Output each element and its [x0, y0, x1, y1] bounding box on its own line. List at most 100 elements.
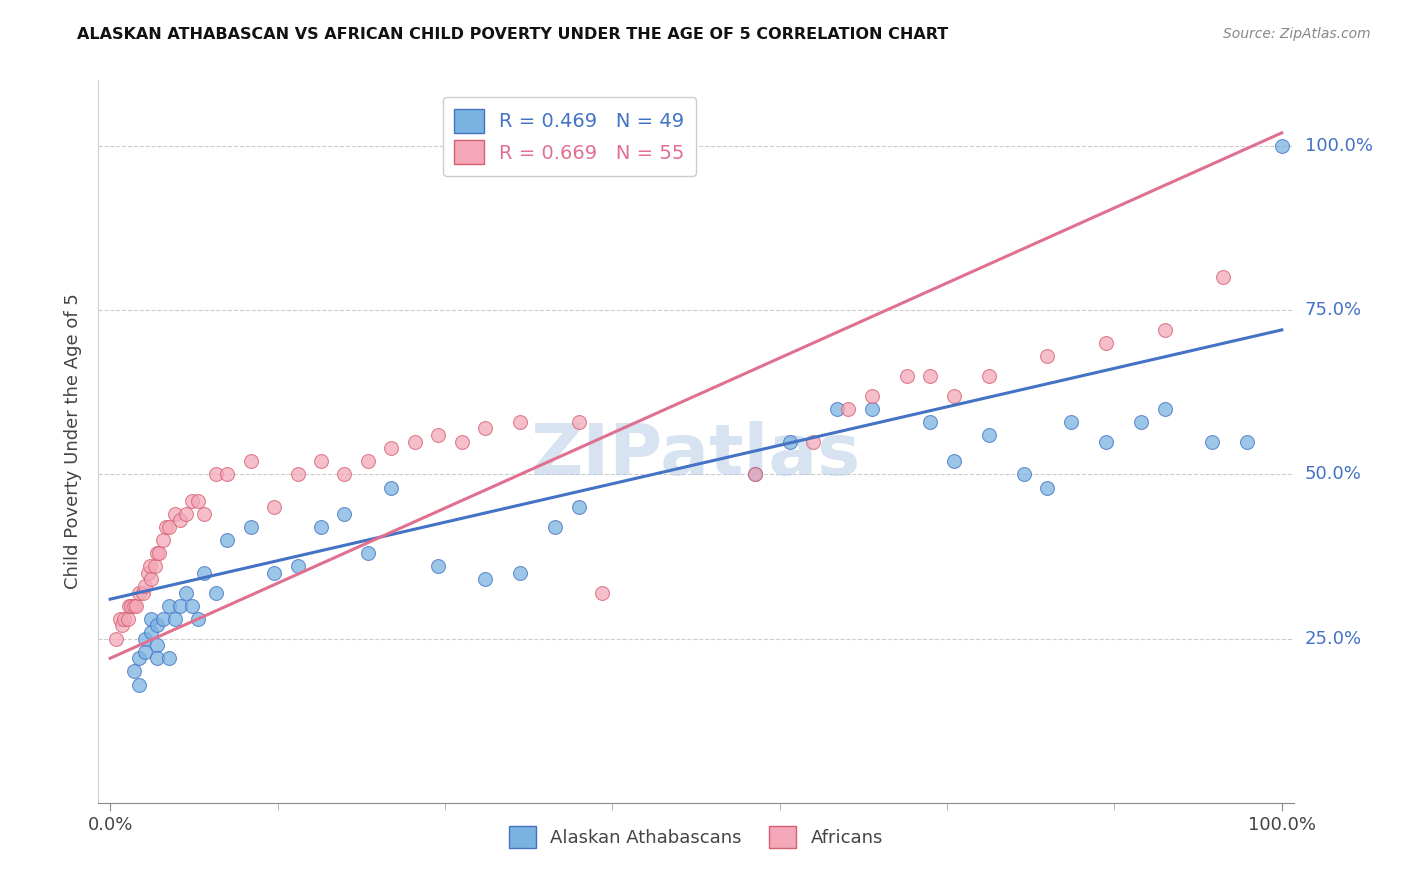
Point [920, 368, 942, 383]
Point [141, 625, 163, 640]
Point [187, 493, 209, 508]
Point [1153, 323, 1175, 337]
Point [136, 566, 159, 580]
Point [112, 612, 135, 626]
Point [181, 599, 204, 613]
Point [509, 415, 531, 429]
Point [174, 585, 197, 599]
Point [1130, 415, 1153, 429]
Point [544, 520, 567, 534]
Point [263, 500, 285, 515]
Point [1212, 270, 1234, 285]
Point [287, 559, 309, 574]
Point [1201, 434, 1223, 449]
Point [568, 500, 591, 515]
Point [108, 612, 131, 626]
Point [122, 665, 145, 679]
Point [217, 467, 239, 482]
Point [155, 520, 177, 534]
Point [117, 612, 139, 626]
Point [105, 632, 128, 646]
Point [380, 441, 402, 455]
Point [146, 618, 169, 632]
Point [217, 533, 239, 547]
Point [118, 599, 141, 613]
Point [239, 520, 262, 534]
Point [125, 599, 148, 613]
Point [239, 454, 262, 468]
Point [141, 612, 163, 626]
Point [120, 599, 142, 613]
Point [134, 645, 156, 659]
Point [825, 401, 848, 416]
Point [169, 599, 191, 613]
Point [1153, 401, 1175, 416]
Point [204, 585, 226, 599]
Point [380, 481, 402, 495]
Text: ALASKAN ATHABASCAN VS AFRICAN CHILD POVERTY UNDER THE AGE OF 5 CORRELATION CHART: ALASKAN ATHABASCAN VS AFRICAN CHILD POVE… [77, 27, 949, 42]
Point [1060, 415, 1083, 429]
Point [942, 454, 965, 468]
Point [896, 368, 918, 383]
Point [134, 579, 156, 593]
Point [152, 533, 174, 547]
Point [309, 454, 332, 468]
Point [263, 566, 285, 580]
Point [1095, 336, 1118, 351]
Point [744, 467, 766, 482]
Point [357, 546, 380, 560]
Point [568, 415, 591, 429]
Point [450, 434, 472, 449]
Point [163, 507, 186, 521]
Point [128, 585, 150, 599]
Point [860, 401, 883, 416]
Point [148, 546, 170, 560]
Point [204, 467, 226, 482]
Point [157, 651, 180, 665]
Point [287, 467, 309, 482]
Point [157, 520, 180, 534]
Point [139, 559, 162, 574]
Point [146, 638, 169, 652]
Point [837, 401, 859, 416]
Point [128, 651, 150, 665]
Text: 75.0%: 75.0% [1305, 301, 1362, 319]
Point [1095, 434, 1118, 449]
Point [134, 632, 156, 646]
Point [977, 428, 1000, 442]
Point [920, 415, 942, 429]
Point [357, 454, 380, 468]
Point [779, 434, 801, 449]
Point [187, 612, 209, 626]
Point [333, 467, 356, 482]
Text: Source: ZipAtlas.com: Source: ZipAtlas.com [1223, 27, 1371, 41]
Point [1012, 467, 1035, 482]
Text: ZIPatlas: ZIPatlas [531, 422, 860, 491]
Point [1036, 349, 1059, 363]
Point [860, 388, 883, 402]
Point [474, 421, 496, 435]
Point [163, 612, 186, 626]
Point [942, 388, 965, 402]
Legend: Alaskan Athabascans, Africans: Alaskan Athabascans, Africans [502, 819, 890, 855]
Point [169, 513, 191, 527]
Point [801, 434, 824, 449]
Point [141, 573, 163, 587]
Point [132, 585, 155, 599]
Point [146, 651, 169, 665]
Point [591, 585, 613, 599]
Point [122, 599, 145, 613]
Point [181, 493, 204, 508]
Point [404, 434, 426, 449]
Point [1271, 139, 1294, 153]
Point [146, 546, 169, 560]
Point [744, 467, 766, 482]
Point [157, 599, 180, 613]
Point [193, 507, 215, 521]
Point [111, 618, 134, 632]
Point [474, 573, 496, 587]
Point [977, 368, 1000, 383]
Point [427, 428, 450, 442]
Point [143, 559, 166, 574]
Point [309, 520, 332, 534]
